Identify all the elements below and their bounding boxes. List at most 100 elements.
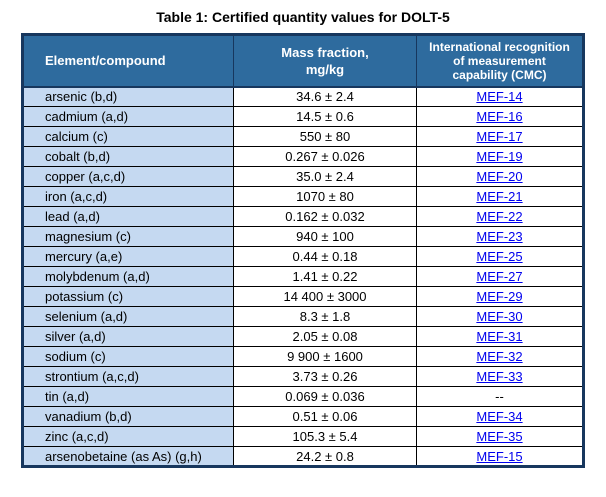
table-row: arsenic (b,d) 34.6 ± 2.4 MEF-14 [22, 86, 584, 107]
cmc-cell: MEF-29 [416, 286, 584, 307]
mass-fraction-cell: 2.05 ± 0.08 [233, 326, 417, 347]
cmc-link[interactable]: MEF-33 [476, 369, 523, 384]
table-row: calcium (c) 550 ± 80 MEF-17 [22, 126, 584, 147]
cmc-cell: MEF-14 [416, 86, 584, 107]
element-cell: molybdenum (a,d) [22, 266, 234, 287]
element-cell: zinc (a,c,d) [22, 426, 234, 447]
cmc-empty: -- [495, 389, 504, 404]
table-row: mercury (a,e) 0.44 ± 0.18 MEF-25 [22, 246, 584, 267]
element-cell: iron (a,c,d) [22, 186, 234, 207]
mass-fraction-cell: 8.3 ± 1.8 [233, 306, 417, 327]
table-row: tin (a,d) 0.069 ± 0.036 -- [22, 386, 584, 407]
element-cell: selenium (a,d) [22, 306, 234, 327]
certified-values-table: Element/compound Mass fraction, mg/kg In… [21, 33, 585, 468]
mass-fraction-cell: 0.51 ± 0.06 [233, 406, 417, 427]
header-row: Element/compound Mass fraction, mg/kg In… [22, 34, 584, 88]
mass-fraction-cell: 0.162 ± 0.032 [233, 206, 417, 227]
cmc-link[interactable]: MEF-17 [476, 129, 523, 144]
mass-fraction-cell: 0.267 ± 0.026 [233, 146, 417, 167]
cmc-cell: MEF-25 [416, 246, 584, 267]
cmc-link[interactable]: MEF-22 [476, 209, 523, 224]
header-cmc: International recognition of measurement… [416, 34, 584, 88]
mass-fraction-cell: 24.2 ± 0.8 [233, 446, 417, 467]
table-row: magnesium (c) 940 ± 100 MEF-23 [22, 226, 584, 247]
table-body: arsenic (b,d) 34.6 ± 2.4 MEF-14 cadmium (a,… [22, 86, 584, 467]
mass-fraction-cell: 14.5 ± 0.6 [233, 106, 417, 127]
cmc-cell: MEF-15 [416, 446, 584, 467]
mass-fraction-cell: 0.069 ± 0.036 [233, 386, 417, 407]
table-row: vanadium (b,d) 0.51 ± 0.06 MEF-34 [22, 406, 584, 427]
table-row: cadmium (a,d) 14.5 ± 0.6 MEF-16 [22, 106, 584, 127]
mass-fraction-cell: 34.6 ± 2.4 [233, 86, 417, 107]
cmc-cell: MEF-30 [416, 306, 584, 327]
element-cell: strontium (a,c,d) [22, 366, 234, 387]
table-row: zinc (a,c,d) 105.3 ± 5.4 MEF-35 [22, 426, 584, 447]
table-row: silver (a,d) 2.05 ± 0.08 MEF-31 [22, 326, 584, 347]
table-row: sodium (c) 9 900 ± 1600 MEF-32 [22, 346, 584, 367]
element-cell: mercury (a,e) [22, 246, 234, 267]
table-title: Table 1: Certified quantity values for D… [156, 9, 450, 25]
cmc-cell: MEF-23 [416, 226, 584, 247]
element-cell: calcium (c) [22, 126, 234, 147]
table-row: cobalt (b,d) 0.267 ± 0.026 MEF-19 [22, 146, 584, 167]
element-cell: arsenic (b,d) [22, 86, 234, 107]
header-element-compound: Element/compound [22, 34, 234, 88]
cmc-link[interactable]: MEF-15 [476, 448, 523, 464]
table-row: strontium (a,c,d) 3.73 ± 0.26 MEF-33 [22, 366, 584, 387]
mass-fraction-cell: 1070 ± 80 [233, 186, 417, 207]
table-row: copper (a,c,d) 35.0 ± 2.4 MEF-20 [22, 166, 584, 187]
cmc-cell: MEF-35 [416, 426, 584, 447]
mass-fraction-cell: 9 900 ± 1600 [233, 346, 417, 367]
element-cell: magnesium (c) [22, 226, 234, 247]
cmc-link[interactable]: MEF-25 [476, 249, 523, 264]
element-cell: sodium (c) [22, 346, 234, 367]
mass-fraction-cell: 14 400 ± 3000 [233, 286, 417, 307]
element-cell: lead (a,d) [22, 206, 234, 227]
mass-fraction-cell: 3.73 ± 0.26 [233, 366, 417, 387]
table-row: lead (a,d) 0.162 ± 0.032 MEF-22 [22, 206, 584, 227]
cmc-link[interactable]: MEF-23 [476, 229, 523, 244]
mass-fraction-cell: 550 ± 80 [233, 126, 417, 147]
cmc-link[interactable]: MEF-19 [476, 149, 523, 164]
element-cell: cadmium (a,d) [22, 106, 234, 127]
element-cell: tin (a,d) [22, 386, 234, 407]
mass-fraction-cell: 105.3 ± 5.4 [233, 426, 417, 447]
cmc-cell: MEF-22 [416, 206, 584, 227]
element-cell: copper (a,c,d) [22, 166, 234, 187]
element-cell: arsenobetaine (as As) (g,h) [22, 446, 234, 467]
element-cell: cobalt (b,d) [22, 146, 234, 167]
cmc-link[interactable]: MEF-21 [476, 189, 523, 204]
cmc-cell: MEF-32 [416, 346, 584, 367]
cmc-link[interactable]: MEF-31 [476, 329, 523, 344]
cmc-link[interactable]: MEF-34 [476, 409, 523, 424]
cmc-cell: MEF-27 [416, 266, 584, 287]
cmc-link[interactable]: MEF-20 [476, 169, 523, 184]
mass-fraction-cell: 1.41 ± 0.22 [233, 266, 417, 287]
cmc-link[interactable]: MEF-16 [476, 109, 523, 124]
cmc-link[interactable]: MEF-30 [476, 309, 523, 324]
cmc-cell: MEF-20 [416, 166, 584, 187]
cmc-cell: MEF-33 [416, 366, 584, 387]
element-cell: vanadium (b,d) [22, 406, 234, 427]
header-mass-fraction: Mass fraction, mg/kg [233, 34, 417, 88]
cmc-link[interactable]: MEF-29 [476, 289, 523, 304]
cmc-link[interactable]: MEF-32 [476, 349, 523, 364]
cmc-cell: MEF-19 [416, 146, 584, 167]
cmc-cell: MEF-31 [416, 326, 584, 347]
cmc-cell: MEF-21 [416, 186, 584, 207]
mass-fraction-cell: 0.44 ± 0.18 [233, 246, 417, 267]
table-row: molybdenum (a,d) 1.41 ± 0.22 MEF-27 [22, 266, 584, 287]
cmc-cell: -- [416, 386, 584, 407]
mass-fraction-cell: 940 ± 100 [233, 226, 417, 247]
mass-fraction-cell: 35.0 ± 2.4 [233, 166, 417, 187]
cmc-cell: MEF-17 [416, 126, 584, 147]
cmc-link[interactable]: MEF-14 [476, 89, 523, 105]
cmc-cell: MEF-34 [416, 406, 584, 427]
cmc-link[interactable]: MEF-35 [476, 429, 523, 444]
cmc-link[interactable]: MEF-27 [476, 269, 523, 284]
cmc-cell: MEF-16 [416, 106, 584, 127]
element-cell: silver (a,d) [22, 326, 234, 347]
table-row: iron (a,c,d) 1070 ± 80 MEF-21 [22, 186, 584, 207]
table-row: arsenobetaine (as As) (g,h) 24.2 ± 0.8 MEF… [22, 446, 584, 467]
